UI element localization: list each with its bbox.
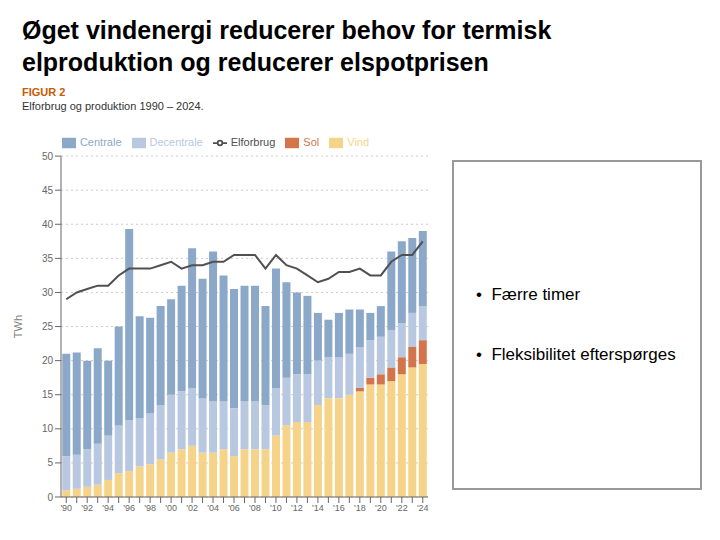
svg-text:'20: '20 <box>375 503 387 513</box>
svg-text:'08: '08 <box>249 503 261 513</box>
svg-text:10: 10 <box>42 423 54 434</box>
svg-text:'14: '14 <box>312 503 324 513</box>
html-text:Elforbrug: Elforbrug <box>230 136 276 148</box>
html-text:Centrale: Centrale <box>79 136 122 148</box>
svg-text:'04: '04 <box>207 503 219 513</box>
svg-text:35: 35 <box>42 253 54 264</box>
svg-text:20: 20 <box>42 355 54 366</box>
svg-text:30: 30 <box>42 287 54 298</box>
svg-text:0: 0 <box>47 492 53 503</box>
svg-text:'98: '98 <box>144 503 156 513</box>
svg-text:'18: '18 <box>354 503 366 513</box>
html-text:Øget vindenergi reducerer beho: Øget vindenergi reducerer behov for term… <box>22 16 552 44</box>
html-text:Decentrale: Decentrale <box>149 136 203 148</box>
html-text:Sol: Sol <box>303 136 320 148</box>
svg-text:'90: '90 <box>60 503 72 513</box>
svg-text:'06: '06 <box>228 503 240 513</box>
svg-text:'10: '10 <box>270 503 282 513</box>
svg-text:25: 25 <box>42 321 54 332</box>
html-text:• Færre timer: • Færre timer <box>476 285 581 304</box>
html-text:Elforbrug og produktion 1990 –: Elforbrug og produktion 1990 – 2024. <box>22 100 204 112</box>
html-text:FIGUR 2: FIGUR 2 <box>22 86 66 98</box>
html-text:elproduktion og reducerer elsp: elproduktion og reducerer elspotprisen <box>22 48 489 76</box>
svg-text:50: 50 <box>42 151 54 162</box>
svg-text:45: 45 <box>42 185 54 196</box>
svg-text:'94: '94 <box>102 503 114 513</box>
svg-text:TWh: TWh <box>12 315 24 338</box>
svg-text:'16: '16 <box>333 503 345 513</box>
html-text:Vind: Vind <box>347 136 370 148</box>
svg-text:'00: '00 <box>165 503 177 513</box>
svg-text:'02: '02 <box>186 503 198 513</box>
svg-text:'12: '12 <box>291 503 303 513</box>
html-text:• Fleksibilitet efterspørges: • Fleksibilitet efterspørges <box>476 345 676 364</box>
svg-text:'96: '96 <box>123 503 135 513</box>
svg-text:5: 5 <box>47 457 53 468</box>
svg-text:15: 15 <box>42 389 54 400</box>
svg-text:40: 40 <box>42 219 54 230</box>
svg-text:'92: '92 <box>81 503 93 513</box>
svg-text:'22: '22 <box>396 503 408 513</box>
svg-text:'24: '24 <box>417 503 429 513</box>
